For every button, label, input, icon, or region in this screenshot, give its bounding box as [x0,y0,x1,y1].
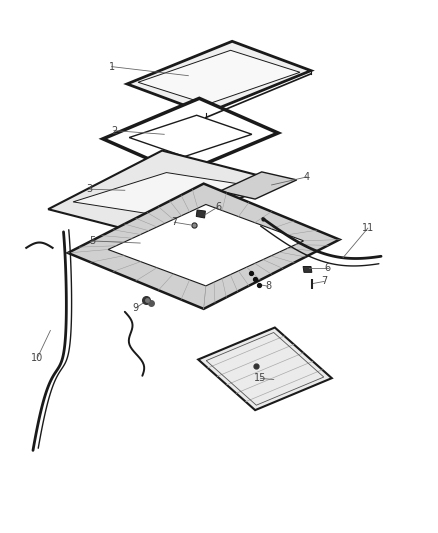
Text: 8: 8 [265,281,271,291]
Text: 6: 6 [215,202,221,212]
Polygon shape [138,50,300,104]
Polygon shape [73,173,260,216]
Polygon shape [196,210,205,218]
Text: 7: 7 [171,217,177,227]
Polygon shape [48,150,276,239]
Polygon shape [103,98,278,174]
Polygon shape [303,266,312,272]
Text: 11: 11 [362,223,374,233]
Polygon shape [68,183,339,309]
Text: 10: 10 [31,353,43,363]
Text: 2: 2 [111,126,117,135]
Polygon shape [127,42,311,114]
Text: 6: 6 [325,263,331,273]
Polygon shape [108,205,304,286]
Text: 3: 3 [87,184,93,194]
Text: 9: 9 [133,303,139,313]
Text: 7: 7 [321,277,327,286]
Polygon shape [198,327,332,410]
Text: 1: 1 [109,62,115,71]
Text: 4: 4 [304,172,310,182]
Polygon shape [220,172,297,199]
Text: 5: 5 [89,236,95,246]
Polygon shape [129,115,252,157]
Text: 15: 15 [254,374,267,383]
